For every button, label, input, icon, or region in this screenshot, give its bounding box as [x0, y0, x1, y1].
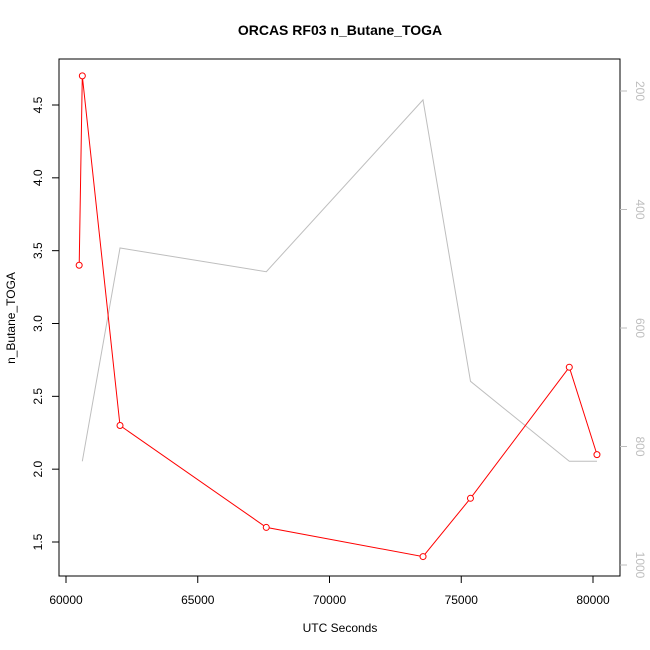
data-point: [466, 494, 474, 502]
data-point: [565, 363, 573, 371]
y2-tick-label: 600: [633, 318, 647, 338]
data-point: [593, 451, 601, 459]
y-axis-label: n_Butane_TOGA: [4, 272, 18, 364]
data-point: [419, 553, 427, 561]
x-axis: 60000 65000 70000 75000 80000: [49, 576, 610, 607]
altitude-line: [81, 98, 597, 462]
y-axis: 1.5 2.0 2.5 3.0 3.5 4.0 4.5: [31, 96, 59, 550]
chart-title: ORCAS RF03 n_Butane_TOGA: [238, 22, 442, 38]
y-tick-label: 2.5: [31, 388, 45, 405]
butane-line: [78, 75, 598, 558]
plot-frame: [58, 58, 621, 577]
y-tick-label: 1.5: [31, 533, 45, 550]
y-tick-label: 3.0: [31, 315, 45, 332]
data-point: [75, 261, 83, 269]
x-tick-label: 75000: [445, 593, 479, 607]
y-tick-label: 3.5: [31, 242, 45, 259]
data-point: [116, 421, 124, 429]
y2-tick-label: 400: [633, 199, 647, 219]
y2-tick-label: 1000: [633, 552, 647, 579]
data-point: [78, 72, 86, 80]
y-tick-label: 4.5: [31, 96, 45, 113]
x-axis-label: UTC Seconds: [303, 621, 378, 635]
data-point: [262, 523, 270, 531]
x-tick-label: 65000: [181, 593, 215, 607]
y-tick-label: 4.0: [31, 169, 45, 186]
y2-tick-label: 800: [633, 436, 647, 456]
y-tick-label: 2.0: [31, 461, 45, 478]
x-tick-label: 60000: [49, 593, 83, 607]
x-tick-label: 70000: [313, 593, 347, 607]
right-axis: 200 400 600 800 1000: [620, 81, 647, 579]
series-layer: [75, 72, 601, 561]
y2-tick-label: 200: [633, 81, 647, 101]
x-tick-label: 80000: [576, 593, 610, 607]
